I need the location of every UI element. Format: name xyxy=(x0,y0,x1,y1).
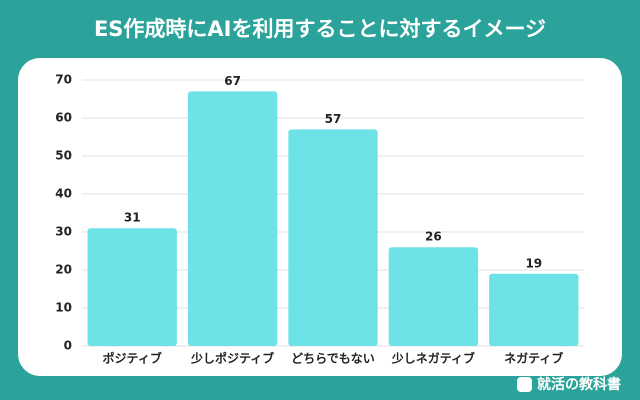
y-tick-label: 50 xyxy=(55,149,72,163)
x-tick-label: ネガティブ xyxy=(504,351,563,366)
y-tick-label: 30 xyxy=(55,225,72,239)
x-tick-label: どちらでもない xyxy=(291,352,375,366)
logo: 就活の教科書 xyxy=(517,376,621,393)
data-label: 67 xyxy=(224,74,241,88)
logo-icon xyxy=(517,377,532,392)
y-tick-label: 10 xyxy=(55,301,72,315)
chart-title: ES作成時にAIを利用することに対するイメージ xyxy=(94,17,546,41)
data-label: 19 xyxy=(525,256,542,270)
data-label: 26 xyxy=(425,230,442,244)
x-tick-label: 少しネガティブ xyxy=(391,351,475,366)
bar xyxy=(288,129,378,346)
bar xyxy=(87,228,177,346)
x-tick-label: ポジティブ xyxy=(103,351,162,366)
footer-text: 就活の教科書 xyxy=(537,376,621,393)
x-tick-label: 少しポジティブ xyxy=(190,351,274,366)
bar xyxy=(388,247,479,346)
data-label: 31 xyxy=(124,211,141,225)
y-tick-label: 60 xyxy=(55,111,72,125)
bar xyxy=(489,273,579,346)
y-tick-label: 40 xyxy=(55,187,72,201)
y-tick-label: 20 xyxy=(55,263,72,277)
y-tick-label: 70 xyxy=(55,73,72,87)
bar xyxy=(187,91,278,347)
y-tick-label: 0 xyxy=(64,339,72,353)
data-label: 57 xyxy=(325,112,342,126)
